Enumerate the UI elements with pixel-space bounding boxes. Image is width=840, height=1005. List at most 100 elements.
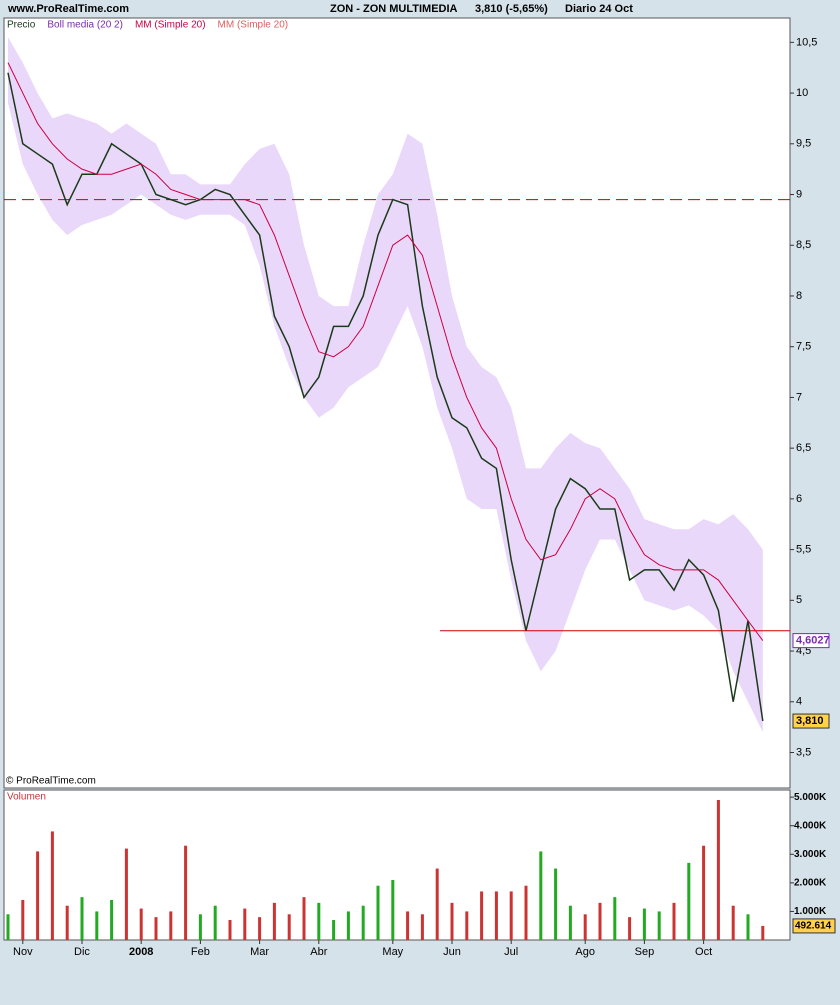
instrument: ZON - ZON MULTIMEDIA — [330, 3, 458, 15]
volume-bar — [154, 917, 158, 940]
volume-bar — [198, 914, 202, 940]
volume-bar — [391, 880, 395, 940]
volume-bar — [568, 905, 572, 940]
volume-bar — [272, 902, 276, 940]
volume-bar — [50, 831, 54, 940]
x-tick-label: Oct — [695, 946, 712, 958]
volume-bar — [642, 908, 646, 940]
volume-bar — [672, 902, 676, 940]
y-tick-label: 1.000K — [794, 906, 827, 917]
value-label: 3,810 — [796, 715, 824, 727]
x-tick-label: Nov — [13, 946, 33, 958]
volume-bar — [435, 868, 439, 940]
x-tick-label: Mar — [250, 946, 269, 958]
volume-bar — [302, 897, 306, 940]
volume-bar — [228, 920, 232, 940]
volume-bar — [243, 908, 247, 940]
volume-bar — [110, 900, 114, 940]
volume-bar — [36, 851, 40, 940]
volume-bar — [258, 917, 262, 940]
copyright: © ProRealTime.com — [6, 776, 96, 787]
volume-bar — [376, 885, 380, 940]
volume-panel — [3, 789, 791, 941]
x-tick-label: Dic — [74, 946, 90, 958]
volume-bar — [598, 902, 602, 940]
volume-bar — [346, 911, 350, 940]
x-tick-label: 2008 — [129, 946, 153, 958]
volume-bar — [169, 911, 173, 940]
x-tick-label: Sep — [635, 946, 655, 958]
volume-bar — [554, 868, 558, 940]
value-label: 4,6027 — [796, 635, 830, 647]
volume-bar — [613, 897, 617, 940]
volume-bar — [406, 911, 410, 940]
y-tick-label: 8,5 — [796, 239, 811, 251]
legend-entry: Boll media (20 2) — [47, 20, 123, 31]
value-label: 492.614 — [795, 921, 832, 932]
y-tick-label: 7 — [796, 391, 802, 403]
y-tick-label: 5,5 — [796, 544, 811, 556]
y-tick-label: 8 — [796, 290, 802, 302]
y-tick-label: 4.000K — [794, 820, 827, 831]
site: www.ProRealTime.com — [7, 3, 129, 15]
series-line — [7, 62, 764, 641]
value-label-box — [792, 918, 836, 934]
volume-bar — [628, 917, 632, 940]
y-tick-label: 5.000K — [794, 792, 827, 803]
volume-bar — [687, 862, 691, 940]
volume-bar — [213, 905, 217, 940]
y-tick-label: 6,5 — [796, 442, 811, 454]
y-tick-label: 9,5 — [796, 138, 811, 150]
volume-bar — [583, 914, 587, 940]
volume-bar — [480, 891, 484, 940]
volume-bar — [716, 800, 720, 940]
y-tick-label: 4 — [796, 696, 802, 708]
volume-bar — [420, 914, 424, 940]
volume-bar — [761, 925, 765, 940]
y-tick-label: 3.000K — [794, 849, 827, 860]
volume-bar — [80, 897, 84, 940]
volume-bar — [731, 905, 735, 940]
volume-bar — [450, 902, 454, 940]
quote: 3,810 (-5,65%) — [475, 3, 548, 15]
bollinger-band — [8, 37, 763, 733]
volume-bar — [702, 845, 706, 940]
period: Diario 24 Oct — [565, 3, 633, 15]
volume-bar — [539, 851, 543, 940]
legend-entry: MM (Simple 20) — [218, 20, 289, 31]
volume-bar — [65, 905, 69, 940]
y-tick-label: 6 — [796, 493, 802, 505]
volume-bar — [509, 891, 513, 940]
value-label-box — [792, 713, 830, 729]
y-tick-label: 3,5 — [796, 746, 811, 758]
volume-bar — [332, 920, 336, 940]
value-label-box — [792, 633, 830, 649]
volume-bar — [524, 885, 528, 940]
volume-title: Volumen — [7, 792, 46, 803]
x-tick-label: Jul — [504, 946, 518, 958]
y-tick-label: 5 — [796, 594, 802, 606]
y-tick-label: 10 — [796, 87, 808, 99]
x-tick-label: Jun — [443, 946, 461, 958]
volume-bar — [21, 900, 25, 940]
volume-bar — [317, 902, 321, 940]
volume-bar — [465, 911, 469, 940]
y-tick-label: 2.000K — [794, 877, 827, 888]
volume-bar — [184, 845, 188, 940]
volume-bar — [139, 908, 143, 940]
volume-bar — [657, 911, 661, 940]
series-line — [7, 72, 764, 722]
x-tick-label: May — [382, 946, 403, 958]
volume-bar — [746, 914, 750, 940]
x-tick-label: Feb — [191, 946, 210, 958]
y-tick-label: 10,5 — [796, 36, 817, 48]
y-tick-label: 7,5 — [796, 341, 811, 353]
volume-bar — [287, 914, 291, 940]
y-tick-label: 9 — [796, 188, 802, 200]
volume-bar — [494, 891, 498, 940]
volume-bar — [361, 905, 365, 940]
legend-entry: MM (Simple 20) — [135, 20, 206, 31]
x-tick-label: Ago — [575, 946, 595, 958]
volume-bar — [95, 911, 99, 940]
